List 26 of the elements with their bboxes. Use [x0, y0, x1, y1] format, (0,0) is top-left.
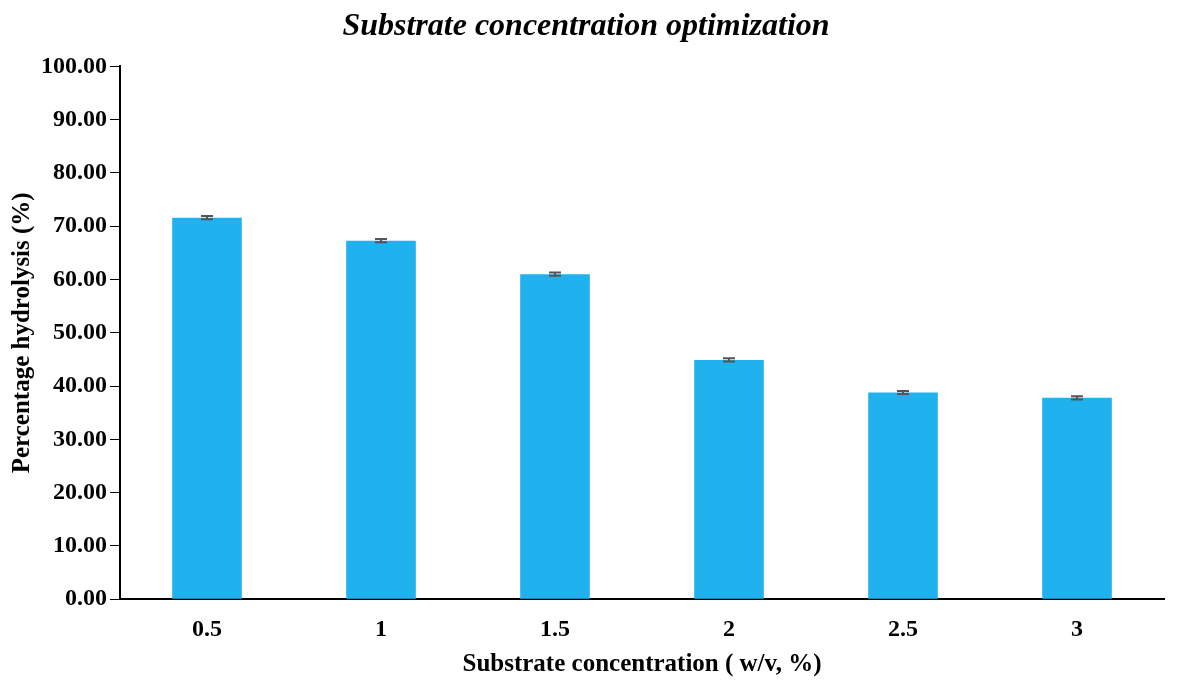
y-axis-title: Percentage hydrolysis (%) [7, 192, 36, 474]
y-tick-label: 0.00 [65, 584, 107, 611]
x-tick-label: 2 [723, 614, 735, 641]
bar [520, 274, 590, 599]
y-tick-label: 10.00 [53, 531, 107, 558]
y-tick-label: 50.00 [53, 318, 107, 344]
bar [172, 217, 242, 599]
x-tick-label: 1 [375, 614, 387, 641]
y-tick-label: 70.00 [53, 211, 107, 238]
bar [868, 392, 938, 599]
bar [1042, 397, 1112, 599]
x-tick-label: 2.5 [888, 614, 918, 641]
x-tick-label: 3 [1071, 614, 1083, 641]
bar [694, 359, 764, 599]
y-tick-label: 30.00 [53, 424, 107, 451]
y-tick-label: 60.00 [53, 264, 107, 291]
bar [346, 240, 416, 599]
y-tick-label: 40.00 [53, 371, 107, 398]
x-axis-title: Substrate concentration ( w/v, %) [462, 649, 822, 678]
y-tick-label: 80.00 [53, 158, 107, 185]
y-tick-label: 20.00 [53, 477, 107, 504]
x-tick-label: 1.5 [540, 614, 570, 641]
y-tick-label: 100.00 [41, 51, 107, 78]
y-tick-label: 90.00 [53, 104, 107, 131]
x-tick-label: 0.5 [192, 614, 222, 641]
chart-title: Substrate concentration optimization [342, 6, 830, 43]
